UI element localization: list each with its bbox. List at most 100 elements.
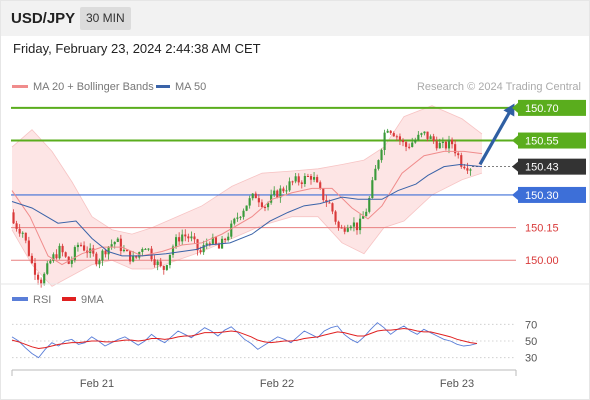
bollinger-upper-line: [11, 105, 483, 235]
candle-body: [187, 236, 190, 239]
forecast-arrow-shaft: [478, 107, 514, 166]
candle-body: [322, 188, 325, 201]
candle-body: [319, 182, 322, 189]
candle-body: [312, 177, 316, 180]
ma20-line: [11, 150, 483, 266]
candle-body: [30, 255, 34, 264]
candle-body: [297, 176, 300, 183]
candle-body: [70, 260, 73, 264]
candle-body: [190, 236, 193, 239]
candle-body: [92, 248, 95, 254]
candle-body: [346, 228, 349, 232]
candle-body: [144, 248, 147, 250]
candle-body: [156, 261, 159, 266]
candle-body: [392, 133, 395, 137]
level-label-current: 150.43: [525, 162, 559, 174]
x-tick-label: Feb 21: [80, 378, 114, 390]
candle-body: [67, 256, 70, 264]
candle-body: [76, 244, 80, 248]
candle-body: [239, 216, 242, 218]
candle-body: [414, 140, 417, 143]
candle-body: [40, 279, 43, 285]
candle-body: [116, 238, 119, 242]
candle-body: [435, 140, 438, 149]
interval-button[interactable]: 30 MIN: [80, 7, 131, 30]
candle-body: [27, 240, 30, 256]
candle-body: [64, 252, 67, 257]
candle-body: [245, 205, 248, 211]
candle-body: [279, 188, 282, 198]
candle-body: [309, 176, 313, 180]
candle-body: [113, 241, 116, 245]
candle-body: [337, 221, 340, 228]
candle-body: [386, 130, 389, 133]
candle-body: [178, 237, 181, 242]
forecast-arrow-head: [503, 103, 515, 117]
candle-body: [450, 139, 454, 145]
candle-body: [125, 249, 129, 252]
level-label-box: [518, 158, 586, 175]
candle-body: [358, 218, 362, 231]
candle-body: [132, 255, 135, 262]
candle-body: [119, 238, 122, 252]
rsi-ma-line: [11, 327, 478, 350]
candle-body: [21, 232, 24, 234]
candle-body: [328, 202, 331, 204]
candle-body: [184, 234, 187, 237]
candle-body: [110, 244, 113, 247]
candle-body: [217, 244, 221, 249]
candle-body: [441, 141, 444, 143]
candle-body: [334, 211, 337, 222]
candle-body: [352, 222, 356, 227]
candle-body: [162, 265, 165, 270]
candle-body: [362, 216, 365, 219]
candle-body: [371, 180, 374, 198]
candle-body: [349, 226, 352, 229]
level-label-box: [518, 99, 586, 116]
level-label-resistance: 150.70: [525, 103, 559, 115]
candle-body: [260, 202, 264, 208]
candle-body: [398, 136, 402, 141]
candle-body: [233, 218, 236, 224]
candle-body: [383, 132, 386, 150]
candle-body: [208, 243, 211, 245]
candle-body: [294, 176, 297, 182]
candle-body: [420, 133, 423, 135]
candle-body: [300, 182, 303, 184]
candle-body: [79, 244, 83, 246]
candle-body: [147, 248, 150, 250]
candle-body: [404, 142, 408, 147]
level-label-pointer: [512, 102, 518, 113]
level-label-pointer: [512, 161, 518, 172]
candle-body: [368, 197, 371, 212]
candle-body: [193, 236, 196, 240]
candle-body: [343, 228, 346, 232]
candle-body: [432, 136, 435, 141]
candle-body: [282, 188, 285, 192]
rsi-tick-label: 50: [525, 336, 537, 348]
header-bar: USD/JPY 30 MIN: [0, 0, 590, 36]
candle-body: [49, 260, 52, 264]
symbol-title: USD/JPY: [11, 10, 76, 27]
candle-body: [251, 193, 254, 199]
candle-body: [270, 194, 273, 203]
candle-body: [429, 136, 432, 139]
level-label-resistance: 150.55: [525, 136, 559, 148]
candle-body: [36, 274, 40, 280]
candle-body: [306, 176, 310, 178]
bollinger-lower-line: [11, 172, 483, 287]
candle-body: [43, 273, 46, 285]
candle-body: [340, 227, 343, 229]
candle-body: [101, 250, 104, 261]
candle-body: [466, 168, 469, 171]
ma50-legend-label: MA 50: [175, 81, 206, 93]
candle-body: [12, 212, 15, 224]
candle-body: [55, 254, 58, 259]
ma20-legend-swatch: [12, 85, 28, 88]
candle-body: [122, 249, 126, 252]
candle-body: [18, 228, 21, 234]
candle-body: [227, 236, 230, 241]
chart-datetime: Friday, February 23, 2024 2:44:38 AM CET: [13, 41, 261, 56]
rsi-tick-label: 70: [525, 319, 537, 331]
